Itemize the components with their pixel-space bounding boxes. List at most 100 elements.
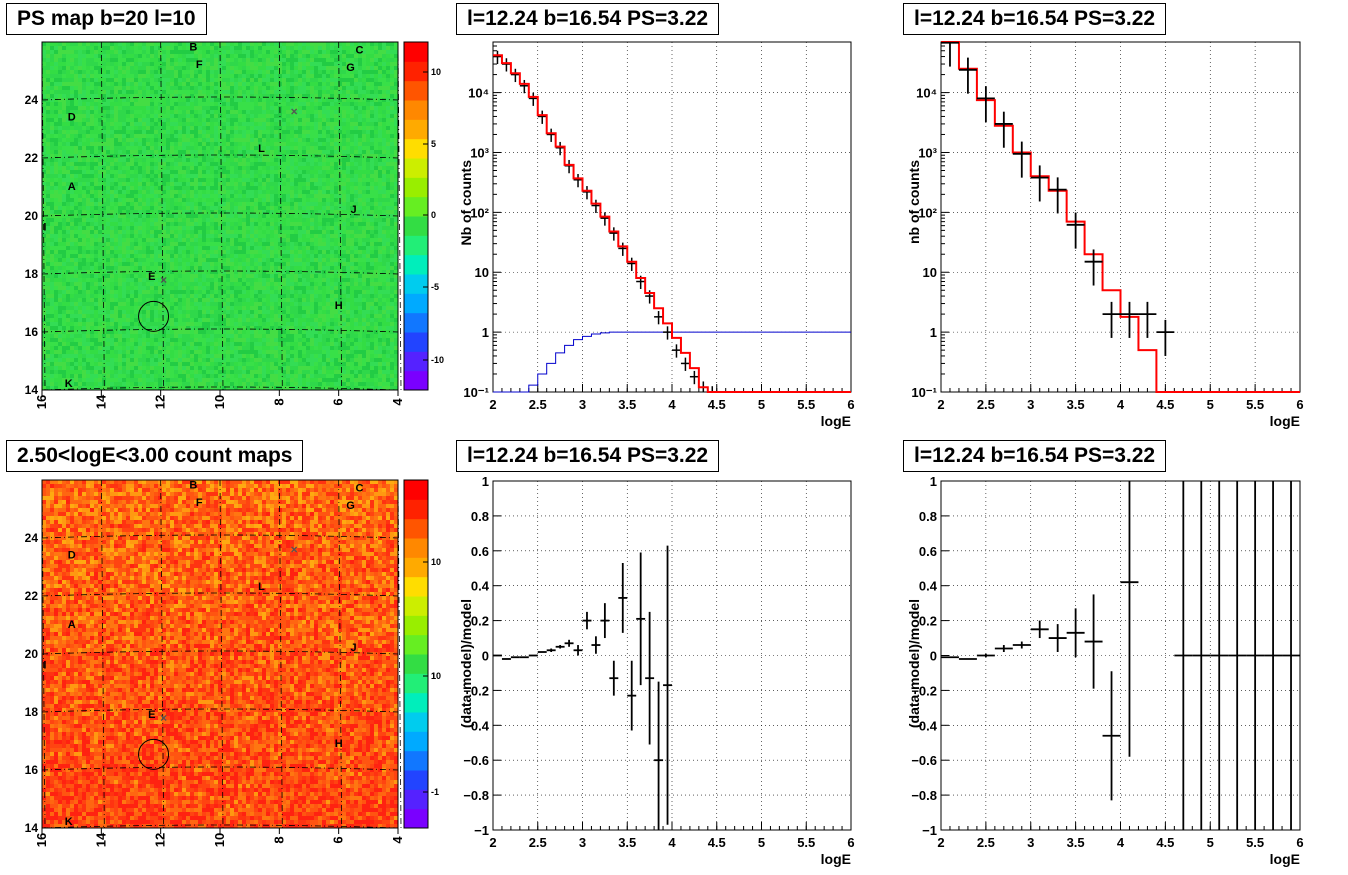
psmap-cell — [110, 66, 114, 70]
psmap-cell — [62, 154, 66, 158]
psmap-cell — [226, 162, 230, 166]
psmap-cell — [58, 218, 62, 222]
psmap-cell — [326, 118, 330, 122]
psmap-cell — [266, 198, 270, 202]
psmap-cell — [286, 214, 290, 218]
psmap-cell — [214, 166, 218, 170]
psmap-cell — [270, 90, 274, 94]
psmap-cell — [222, 106, 226, 110]
psmap-cell — [290, 118, 294, 122]
psmap-cell — [86, 102, 90, 106]
psmap-cell — [314, 126, 318, 130]
psmap-cell — [246, 78, 250, 82]
psmap-cell — [206, 234, 210, 238]
psmap-cell — [370, 210, 374, 214]
psmap-cell — [102, 258, 106, 262]
psmap-cell — [274, 94, 278, 98]
psmap-cell — [242, 166, 246, 170]
psmap-cell — [250, 214, 254, 218]
psmap-cell — [178, 198, 182, 202]
psmap-cell — [58, 134, 62, 138]
psmap-cell — [102, 114, 106, 118]
psmap-cell — [394, 262, 398, 266]
psmap-cell — [338, 102, 342, 106]
psmap-cell — [318, 174, 322, 178]
psmap-cell — [382, 262, 386, 266]
psmap-cell — [318, 194, 322, 198]
psmap-cell — [146, 66, 150, 70]
psmap-cell — [54, 58, 58, 62]
psmap-cell — [190, 182, 194, 186]
psmap-cell — [126, 206, 130, 210]
psmap-cell — [158, 230, 162, 234]
psmap-cell — [358, 98, 362, 102]
psmap-cell — [358, 126, 362, 130]
psmap-cell — [194, 154, 198, 158]
psmap-cell — [202, 162, 206, 166]
psmap-cell — [310, 82, 314, 86]
psmap-cell — [118, 226, 122, 230]
psmap-cell — [386, 230, 390, 234]
psmap-cell — [290, 142, 294, 146]
psmap-cell — [334, 130, 338, 134]
psmap-cell — [114, 186, 118, 190]
psmap-cell — [110, 46, 114, 50]
psmap-cell — [66, 106, 70, 110]
psmap-cell — [230, 198, 234, 202]
psmap-cell — [174, 110, 178, 114]
psmap-cell — [158, 130, 162, 134]
psmap-cell — [286, 82, 290, 86]
psmap-cell — [46, 258, 50, 262]
psmap-cell — [378, 190, 382, 194]
psmap-cell — [314, 130, 318, 134]
psmap-cell — [278, 194, 282, 198]
psmap-cell — [110, 230, 114, 234]
psmap-cell — [382, 54, 386, 58]
psmap-cell — [94, 90, 98, 94]
psmap-cell — [342, 194, 346, 198]
psmap-cell — [122, 202, 126, 206]
psmap-cell — [330, 126, 334, 130]
psmap-cell — [362, 246, 366, 250]
psmap-cell — [270, 210, 274, 214]
psmap-cell — [82, 154, 86, 158]
psmap-cell — [42, 174, 46, 178]
psmap-cell — [222, 202, 226, 206]
psmap-cell — [294, 82, 298, 86]
psmap-cell — [366, 46, 370, 50]
psmap-cell — [250, 138, 254, 142]
psmap-cell — [62, 82, 66, 86]
psmap-cell — [206, 158, 210, 162]
psmap-cell — [366, 250, 370, 254]
psmap-cell — [182, 262, 186, 266]
psmap-cell — [126, 198, 130, 202]
psmap-cell — [314, 146, 318, 150]
psmap-cell — [386, 238, 390, 242]
psmap-cell — [286, 178, 290, 182]
psmap-cell — [258, 218, 262, 222]
psmap-cell — [366, 86, 370, 90]
psmap-cell — [190, 162, 194, 166]
psmap-cell — [346, 126, 350, 130]
psmap-cell — [258, 138, 262, 142]
psmap-cell — [342, 98, 346, 102]
psmap-cell — [394, 50, 398, 54]
psmap-cell — [202, 198, 206, 202]
psmap-cell — [330, 70, 334, 74]
psmap-cell — [262, 50, 266, 54]
psmap-cell — [378, 170, 382, 174]
psmap-cell — [46, 126, 50, 130]
psmap-cell — [62, 238, 66, 242]
psmap-cell — [150, 146, 154, 150]
psmap-cell — [46, 254, 50, 258]
psmap-cell — [358, 70, 362, 74]
psmap-cell — [362, 186, 366, 190]
psmap-cell — [202, 78, 206, 82]
psmap-cell — [50, 198, 54, 202]
psmap-cell — [210, 226, 214, 230]
psmap-cell — [242, 46, 246, 50]
psmap-cell — [362, 58, 366, 62]
psmap-cell — [282, 162, 286, 166]
psmap-cell — [282, 182, 286, 186]
psmap-cell — [50, 94, 54, 98]
